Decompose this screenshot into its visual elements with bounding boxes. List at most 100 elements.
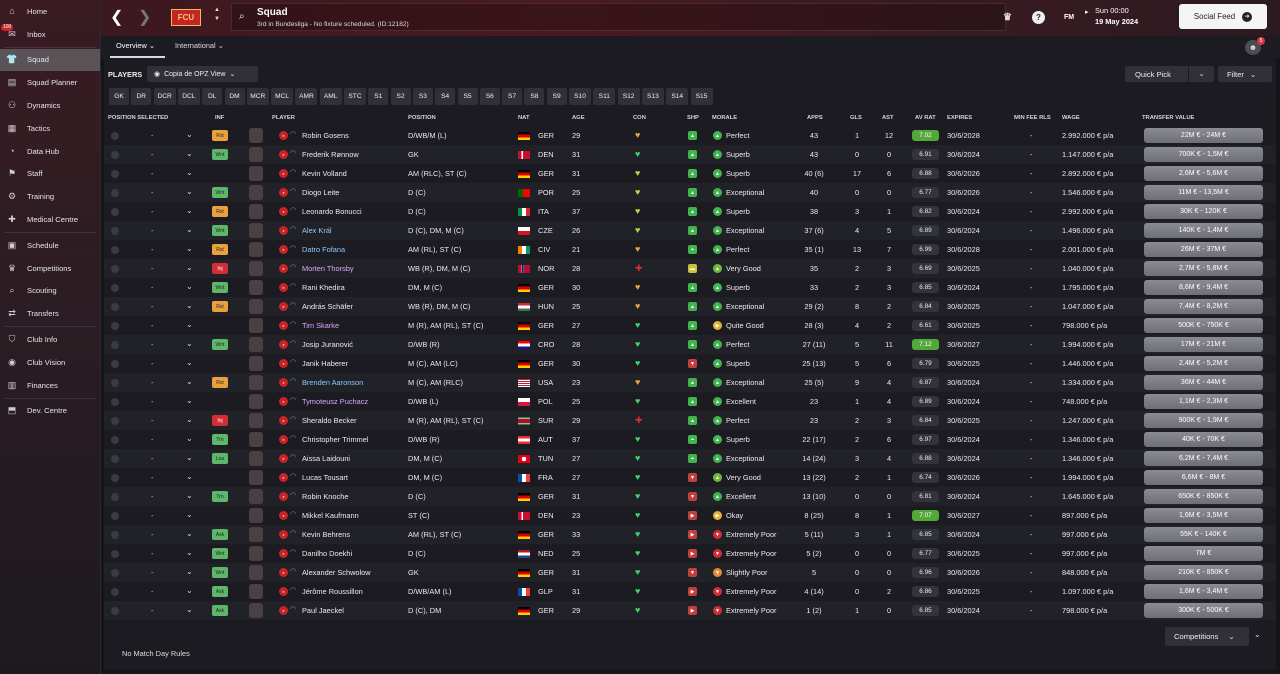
position-filter-gk[interactable]: GK xyxy=(109,88,129,105)
select-checkbox[interactable] xyxy=(111,455,119,463)
player-name[interactable]: Diogo Leite xyxy=(302,188,340,197)
social-feed-button[interactable]: Social Feed ➜ xyxy=(1179,4,1267,29)
select-checkbox[interactable] xyxy=(111,189,119,197)
sidebar-item-medical-centre[interactable]: ✚ Medical Centre xyxy=(0,208,100,231)
player-name[interactable]: Tim Skarke xyxy=(302,321,340,330)
col-ast[interactable]: AST xyxy=(882,115,894,121)
sidebar-item-inbox[interactable]: ✉ Inbox 100 xyxy=(0,23,100,46)
collapse-chevron-icon[interactable]: ⌄ xyxy=(1254,630,1261,639)
select-checkbox[interactable] xyxy=(111,246,119,254)
select-checkbox[interactable] xyxy=(111,550,119,558)
position-filter-s6[interactable]: S6 xyxy=(479,88,500,105)
sidebar-item-club-vision[interactable]: ◉ Club Vision xyxy=(0,351,100,374)
manager-avatar-icon[interactable]: ☻ 5 xyxy=(1245,37,1265,55)
table-row[interactable]: - ⌄ Wnt ● ◠ Josip Juranović D/WB (R) CRO 28 ♥ ▲ ▲ Pe… xyxy=(104,335,1276,354)
col-inf[interactable]: INF xyxy=(215,115,225,121)
select-checkbox[interactable] xyxy=(111,132,119,140)
table-row[interactable]: - ⌄ Ask ● ◠ Paul Jaeckel D (C), DM GER 29 ♥ ▶ ▼ Extr… xyxy=(104,601,1276,620)
sidebar-item-scouting[interactable]: ⌕ Scouting xyxy=(0,280,100,303)
table-row[interactable]: - ⌄ ● ◠ Kevin Volland AM (RLC), ST (C) GER 31 ♥ ▲… xyxy=(104,164,1276,183)
position-selected[interactable]: - xyxy=(151,454,154,463)
chevron-down-icon[interactable]: ⌄ xyxy=(186,339,193,348)
transfer-value[interactable]: 40K € - 70K € xyxy=(1144,432,1263,447)
select-checkbox[interactable] xyxy=(111,379,119,387)
table-row[interactable]: - ⌄ Rst ● ◠ András Schäfer WB (R), DM, M (C) HU… xyxy=(104,297,1276,316)
position-selected[interactable]: - xyxy=(151,207,154,216)
select-checkbox[interactable] xyxy=(111,493,119,501)
chevron-down-icon[interactable]: ⌄ xyxy=(186,396,193,405)
table-row[interactable]: - ⌄ ● ◠ Tymoteusz Puchacz D/WB (L) POL 25 ♥ ▲ ▲ Exc… xyxy=(104,392,1276,411)
sidebar-item-dynamics[interactable]: ⚇ Dynamics xyxy=(0,94,100,117)
transfer-value[interactable]: 650K € - 850K € xyxy=(1144,489,1263,504)
chevron-down-icon[interactable]: ⌄ xyxy=(186,415,193,424)
player-name[interactable]: Frederik Rønnow xyxy=(302,150,359,159)
select-checkbox[interactable] xyxy=(111,303,119,311)
table-row[interactable]: - ⌄ Wnt ● ◠ Diogo Leite D (C) POR 25 ♥ ▲ ▲ Exception… xyxy=(104,183,1276,202)
transfer-value[interactable]: 6,6M € - 8M € xyxy=(1144,470,1263,485)
position-selected[interactable]: - xyxy=(151,530,154,539)
select-checkbox[interactable] xyxy=(111,436,119,444)
select-checkbox[interactable] xyxy=(111,208,119,216)
player-name[interactable]: András Schäfer xyxy=(302,302,353,311)
chevron-down-icon[interactable]: ⌄ xyxy=(186,130,193,139)
player-name[interactable]: Brenden Aaronson xyxy=(302,378,364,387)
transfer-value[interactable]: 900K € - 1,9M € xyxy=(1144,413,1263,428)
sidebar-item-tactics[interactable]: ▦ Tactics xyxy=(0,117,100,140)
position-filter-s1[interactable]: S1 xyxy=(368,88,389,105)
position-filter-s15[interactable]: S15 xyxy=(690,88,713,105)
position-selected[interactable]: - xyxy=(151,321,154,330)
position-filter-amr[interactable]: AMR xyxy=(295,88,318,105)
select-checkbox[interactable] xyxy=(111,531,119,539)
table-row[interactable]: - ⌄ Wnt ● ◠ Danilho Doekhi D (C) NED 25 ♥ ▶ ▼ Extrem… xyxy=(104,544,1276,563)
chevron-down-icon[interactable]: ⌄ xyxy=(186,567,193,576)
player-name[interactable]: Janik Haberer xyxy=(302,359,349,368)
position-filter-dr[interactable]: DR xyxy=(131,88,152,105)
position-selected[interactable]: - xyxy=(151,606,154,615)
position-selected[interactable]: - xyxy=(151,416,154,425)
position-filter-s2[interactable]: S2 xyxy=(390,88,411,105)
club-switch-icon[interactable]: ▲ ▼ xyxy=(214,7,220,22)
table-row[interactable]: - ⌄ Trn ● ◠ Christopher Trimmel D/WB (R) AUT 37 ♥… xyxy=(104,430,1276,449)
position-filter-aml[interactable]: AML xyxy=(319,88,342,105)
chevron-down-icon[interactable]: ⌄ xyxy=(186,605,193,614)
position-filter-s12[interactable]: S12 xyxy=(617,88,640,105)
select-checkbox[interactable] xyxy=(111,322,119,330)
select-checkbox[interactable] xyxy=(111,474,119,482)
sidebar-item-squad[interactable]: 👕 Squad xyxy=(0,48,100,72)
trophy-icon[interactable]: ♛ xyxy=(1003,12,1012,23)
player-name[interactable]: Leonardo Bonucci xyxy=(302,207,362,216)
position-filter-s3[interactable]: S3 xyxy=(412,88,433,105)
position-filter-s4[interactable]: S4 xyxy=(435,88,456,105)
position-selected[interactable]: - xyxy=(151,150,154,159)
position-selected[interactable]: - xyxy=(151,378,154,387)
transfer-value[interactable]: 6,2M € - 7,4M € xyxy=(1144,451,1263,466)
table-row[interactable]: - ⌄ Rst ● ◠ Brenden Aaronson M (C), AM (RLC) US… xyxy=(104,373,1276,392)
col-shp[interactable]: SHP xyxy=(687,115,699,121)
table-row[interactable]: - ⌄ Inj ● ◠ Sheraldo Becker M (R), AM (RL), ST… xyxy=(104,411,1276,430)
position-filter-dcl[interactable]: DCL xyxy=(177,88,200,105)
select-checkbox[interactable] xyxy=(111,341,119,349)
chevron-down-icon[interactable]: ⌄ xyxy=(186,529,193,538)
tab-overview[interactable]: Overview ⌄ xyxy=(116,41,156,50)
transfer-value[interactable]: 500K € - 750K € xyxy=(1144,318,1263,333)
table-row[interactable]: - ⌄ Rst ● ◠ Leonardo Bonucci D (C) ITA 37 ♥ ▲ ▲ Supe… xyxy=(104,202,1276,221)
transfer-value[interactable]: 140K € - 1,4M € xyxy=(1144,223,1263,238)
position-filter-mcl[interactable]: MCL xyxy=(271,88,294,105)
sidebar-item-club-info[interactable]: ⛉ Club Info xyxy=(0,328,100,351)
transfer-value[interactable]: 300K € - 500K € xyxy=(1144,603,1263,618)
chevron-down-icon[interactable]: ⌄ xyxy=(1188,66,1214,82)
select-checkbox[interactable] xyxy=(111,607,119,615)
select-checkbox[interactable] xyxy=(111,265,119,273)
player-name[interactable]: Jérôme Roussillon xyxy=(302,587,363,596)
position-filter-s5[interactable]: S5 xyxy=(457,88,478,105)
col-player[interactable]: PLAYER xyxy=(272,115,295,121)
select-checkbox[interactable] xyxy=(111,151,119,159)
chevron-down-icon[interactable]: ⌄ xyxy=(186,244,193,253)
player-name[interactable]: Alexander Schwolow xyxy=(302,568,371,577)
transfer-value[interactable]: 2,4M € - 5,2M € xyxy=(1144,356,1263,371)
date-box[interactable]: ▸ Sun 00:00 19 May 2024 xyxy=(1085,5,1138,27)
table-row[interactable]: - ⌄ Wnt ● ◠ Alexander Schwolow GK GER 31 ♥ ▼ ▼ Sligh… xyxy=(104,563,1276,582)
position-selected[interactable]: - xyxy=(151,568,154,577)
col-gls[interactable]: GLS xyxy=(850,115,862,121)
position-filter-mcr[interactable]: MCR xyxy=(246,88,269,105)
